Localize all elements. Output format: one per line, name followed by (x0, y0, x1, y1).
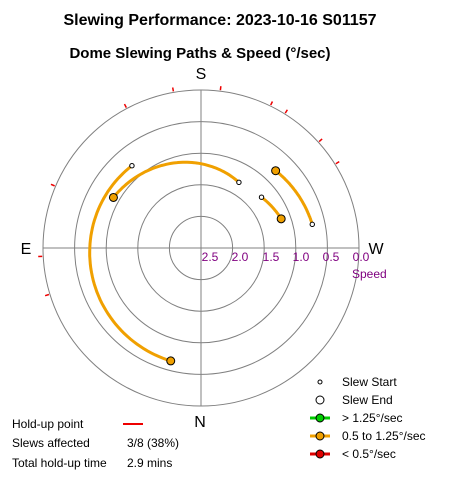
slew-path-1 (111, 160, 241, 199)
legend-slow-label: < 0.5°/sec (342, 447, 396, 461)
legend-fast-label: > 1.25°/sec (342, 411, 403, 425)
slew-start-0 (309, 221, 315, 228)
total-holdup-label: Total hold-up time (12, 456, 107, 470)
slew-markers (108, 162, 315, 366)
holdup-mark-2 (284, 109, 289, 114)
chart-subtitle: Dome Slewing Paths & Speed (°/sec) (69, 45, 330, 62)
legend-mid-marker (315, 431, 325, 441)
speed-tick-0-0: 0.0 (353, 250, 370, 264)
slew-end-2 (166, 356, 176, 366)
slews-affected-value: 3/8 (38%) (127, 436, 179, 450)
slew-path-0 (274, 169, 314, 226)
speed-tick-1-5: 1.5 (263, 250, 280, 264)
legend-start-marker (317, 379, 323, 385)
holdup-marks (38, 86, 340, 297)
speed-tick-2-0: 2.0 (232, 250, 249, 264)
holdup-mark-9 (44, 293, 50, 297)
legend-start-label: Slew Start (342, 375, 397, 389)
legend-fast-marker (315, 413, 325, 423)
legend-end-marker (315, 395, 325, 405)
legend-slow-marker (315, 449, 325, 459)
holdup-mark-5 (171, 87, 175, 92)
slew-end-0 (271, 166, 281, 176)
direction-label-top: S (196, 66, 207, 83)
slew-paths (88, 160, 314, 363)
slew-start-2 (129, 162, 135, 169)
legend-mid-label: 0.5 to 1.25°/sec (342, 429, 426, 443)
slew-path-3 (260, 195, 283, 221)
direction-label-bottom: N (194, 414, 206, 431)
direction-label-right: W (368, 241, 384, 258)
holdup-mark-1 (318, 138, 323, 143)
holdup-mark-0 (335, 160, 340, 165)
slew-start-3 (258, 194, 265, 200)
speed-axis-label: Speed (352, 267, 387, 281)
legend-end-label: Slew End (342, 393, 393, 407)
holdup-mark-7 (50, 183, 55, 187)
slew-end-1 (108, 192, 118, 202)
speed-tick-2-5: 2.5 (202, 250, 219, 264)
total-holdup-value: 2.9 mins (127, 456, 172, 470)
holdup-summary: Hold-up point Slews affected 3/8 (38%) T… (12, 417, 179, 470)
holdup-mark-3 (270, 101, 274, 106)
chart-title: Slewing Performance: 2023-10-16 S01157 (63, 12, 376, 29)
direction-label-left: E (21, 241, 32, 258)
holdup-mark-6 (123, 103, 128, 108)
speed-tick-0-5: 0.5 (323, 250, 340, 264)
slew-end-3 (276, 214, 286, 224)
slew-start-1 (236, 179, 242, 186)
holdup-point-label: Hold-up point (12, 417, 84, 431)
speed-tick-1-0: 1.0 (293, 250, 310, 264)
slew-path-2 (88, 164, 173, 363)
polar-grid (42, 89, 360, 407)
legend: Slew Start Slew End > 1.25°/sec 0.5 to 1… (310, 375, 426, 461)
slews-affected-label: Slews affected (12, 436, 90, 450)
